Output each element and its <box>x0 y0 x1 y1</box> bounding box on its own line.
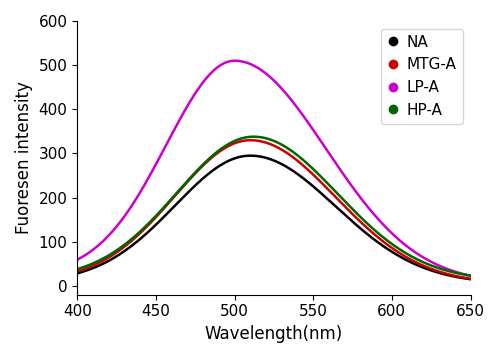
LP-A <box>398 239 404 243</box>
HP-A <box>398 248 404 252</box>
HP-A <box>468 274 473 278</box>
HP-A <box>264 136 270 141</box>
LP-A <box>74 257 80 262</box>
HP-A <box>459 272 465 276</box>
Y-axis label: Fuoresen intensity: Fuoresen intensity <box>15 81 33 234</box>
MTG-A <box>262 140 268 144</box>
MTG-A <box>288 154 294 158</box>
MTG-A <box>248 138 254 142</box>
LP-A <box>288 97 294 102</box>
NA <box>74 271 80 276</box>
NA <box>459 276 465 280</box>
LP-A <box>264 72 270 77</box>
HP-A <box>309 166 315 170</box>
MTG-A <box>459 275 465 279</box>
HP-A <box>74 267 80 271</box>
Legend: NA, MTG-A, LP-A, HP-A: NA, MTG-A, LP-A, HP-A <box>381 29 463 124</box>
HP-A <box>251 135 257 139</box>
NA <box>262 155 268 160</box>
NA <box>468 277 473 281</box>
MTG-A <box>74 269 80 274</box>
MTG-A <box>309 171 315 176</box>
MTG-A <box>398 251 404 256</box>
MTG-A <box>264 141 270 145</box>
NA <box>248 154 254 158</box>
Line: MTG-A: MTG-A <box>78 140 470 279</box>
LP-A <box>232 59 238 63</box>
NA <box>398 255 404 259</box>
HP-A <box>262 136 268 140</box>
LP-A <box>468 274 473 278</box>
Line: NA: NA <box>78 156 470 279</box>
LP-A <box>459 271 465 276</box>
NA <box>309 183 315 188</box>
X-axis label: Wavelength(nm): Wavelength(nm) <box>205 325 343 343</box>
HP-A <box>288 148 294 153</box>
NA <box>264 156 270 160</box>
Line: LP-A: LP-A <box>78 61 470 276</box>
Line: HP-A: HP-A <box>78 137 470 276</box>
MTG-A <box>468 277 473 281</box>
LP-A <box>309 126 315 130</box>
LP-A <box>262 71 268 75</box>
NA <box>288 167 294 171</box>
